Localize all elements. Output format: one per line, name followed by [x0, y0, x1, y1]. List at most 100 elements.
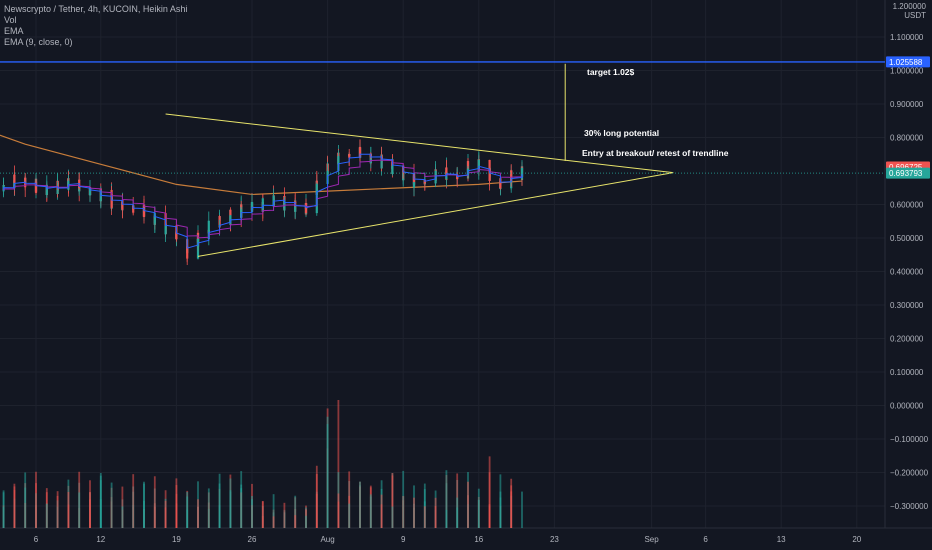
y-tick-label: 0.400000	[890, 268, 924, 277]
target-price-label: 1.025588	[889, 58, 923, 67]
volume-bar	[2, 506, 5, 528]
x-tick-label: 19	[172, 535, 181, 544]
candle-body	[2, 185, 5, 187]
legend-vol[interactable]: Vol	[4, 15, 17, 25]
annotation-entry[interactable]: Entry at breakout/ retest of trendline	[582, 148, 729, 158]
volume-bar	[89, 480, 91, 528]
candle-body	[358, 146, 362, 157]
candle-body	[56, 189, 59, 191]
lower-trendline	[197, 172, 674, 257]
annotation-target[interactable]: target 1.02$	[587, 67, 635, 77]
y-tick-label: 0.100000	[890, 368, 924, 377]
y-tick-label: −0.200000	[890, 469, 929, 478]
volume-bar	[402, 470, 405, 528]
candle-body	[326, 171, 329, 174]
volume-bar	[78, 492, 81, 528]
x-tick-label: 6	[34, 535, 39, 544]
candle-body	[175, 231, 178, 240]
volume-bar	[380, 504, 383, 528]
candle-body	[337, 156, 340, 165]
y-tick-label: −0.300000	[890, 502, 929, 511]
volume-bar	[283, 502, 286, 528]
candle-body	[272, 195, 275, 198]
price-label-green-bg	[886, 167, 930, 179]
x-tick-label: Sep	[644, 535, 659, 544]
x-tick-label: 23	[550, 535, 559, 544]
candle-body	[434, 170, 437, 174]
candle-body	[488, 168, 491, 182]
volume-bar	[467, 481, 469, 528]
price-label-red: 0.696725	[889, 163, 923, 172]
axis-unit: 1.200000 USDT	[893, 2, 926, 20]
legend-ema[interactable]: EMA	[4, 26, 24, 36]
candle-body	[132, 210, 135, 213]
volume-bar	[110, 482, 113, 528]
volume-bar	[218, 473, 221, 528]
volume-bar	[359, 481, 361, 528]
candle-body	[186, 257, 189, 259]
volume-bar	[423, 506, 426, 528]
volume-bar	[164, 500, 167, 528]
candle-body	[283, 200, 286, 209]
axis-unit-label: USDT	[904, 11, 926, 20]
chart-legend: Newscrypto / Tether, 4h, KUCOIN, Heikin …	[4, 4, 187, 48]
x-tick-label: 16	[474, 535, 483, 544]
volume-bar	[348, 503, 351, 528]
legend-ema-9[interactable]: EMA (9, close, 0)	[4, 37, 73, 47]
y-tick-label: 0.600000	[890, 201, 924, 210]
volume-bar	[488, 456, 491, 528]
volume-bar	[229, 478, 232, 528]
x-tick-label: 26	[248, 535, 257, 544]
candle-body	[250, 201, 254, 207]
volume-bar	[294, 515, 297, 528]
y-tick-label: 1.100000	[890, 33, 924, 42]
candle-body	[456, 178, 459, 180]
candle-body	[13, 174, 16, 183]
volume-bar	[132, 474, 135, 528]
volume-bar	[391, 475, 394, 528]
volume-bar	[391, 506, 394, 528]
volume-bar	[175, 493, 178, 528]
candle-body	[164, 226, 167, 235]
candle-body	[520, 167, 524, 177]
volume-bar	[294, 495, 297, 528]
y-tick-label: 0.800000	[890, 134, 924, 143]
volume-bar	[251, 496, 253, 528]
y-tick-label: 0.000000	[890, 402, 924, 411]
volume-bar	[143, 500, 145, 528]
target-price-label-bg	[886, 56, 930, 68]
candle-body	[294, 205, 297, 210]
legend-title[interactable]: Newscrypto / Tether, 4h, KUCOIN, Heikin …	[4, 4, 188, 14]
candle-body	[240, 205, 243, 218]
volume-bar	[272, 494, 275, 528]
candle-body	[142, 206, 146, 218]
volume-bar	[369, 494, 372, 528]
volume-bar	[499, 474, 502, 528]
y-tick-label: −0.100000	[890, 435, 929, 444]
volume-bar	[337, 501, 340, 528]
y-tick-label: 0.900000	[890, 100, 924, 109]
volume-bar	[488, 505, 491, 528]
volume-bar	[477, 488, 480, 528]
volume-bar	[261, 500, 264, 528]
volume-bar	[510, 485, 513, 528]
ema-9-line	[3, 153, 523, 249]
candle-body	[78, 186, 81, 189]
volume-bar	[99, 480, 102, 528]
volume-bar	[456, 507, 459, 528]
upper-trendline	[165, 113, 674, 174]
candle-body	[261, 198, 264, 210]
annotation-potential[interactable]: 30% long potential	[584, 128, 660, 138]
volume-bars	[2, 400, 523, 528]
volume-bar	[240, 471, 243, 528]
volume-bar	[423, 483, 426, 528]
y-tick-label: 0.200000	[890, 335, 924, 344]
y-tick-label: 0.300000	[890, 301, 924, 310]
volume-bar	[121, 506, 124, 528]
candle-body	[412, 176, 416, 188]
volume-bar	[13, 490, 16, 528]
volume-bar	[35, 483, 37, 528]
price-label-green: 0.693793	[889, 169, 923, 178]
